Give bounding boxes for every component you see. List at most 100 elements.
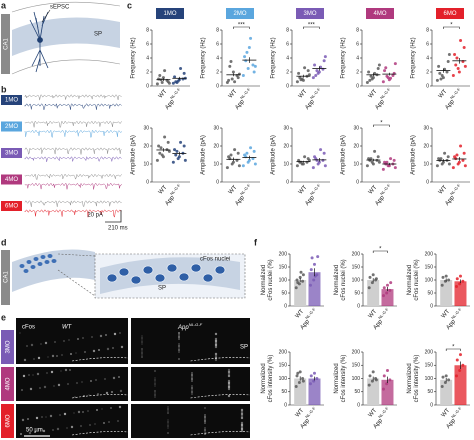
genotype-base: WT	[367, 308, 378, 319]
speckle	[167, 412, 169, 414]
speckle	[227, 379, 231, 383]
point	[373, 149, 377, 153]
y-tick-label: 100	[352, 376, 361, 382]
speckle	[96, 409, 98, 411]
point	[317, 160, 321, 164]
point	[458, 274, 462, 278]
point	[444, 274, 448, 278]
point	[225, 166, 229, 170]
speckle	[227, 394, 231, 398]
speckle	[178, 358, 180, 360]
genotype-sup: NL-G-F	[239, 182, 252, 196]
speckle	[21, 389, 23, 391]
speckle	[91, 336, 93, 338]
speckle	[20, 433, 22, 435]
speckle	[77, 410, 81, 414]
point	[229, 153, 233, 157]
point	[369, 157, 373, 161]
point	[179, 140, 183, 144]
point	[160, 81, 164, 84]
point	[241, 74, 245, 77]
point	[463, 164, 467, 168]
point	[315, 158, 319, 162]
speckle	[67, 383, 69, 385]
speckle	[41, 416, 43, 418]
genotype-sup: NL-G-F	[169, 86, 182, 100]
point	[314, 74, 318, 77]
speckle	[80, 425, 82, 427]
trace	[24, 103, 122, 111]
significance-bracket	[233, 26, 250, 29]
point	[299, 270, 303, 274]
point	[182, 144, 186, 148]
speckle	[167, 421, 169, 423]
speckle	[227, 385, 231, 389]
speckle	[59, 414, 61, 416]
x-tick-label: AppNL-G-F	[372, 182, 394, 206]
x-tick-label: WT	[228, 184, 239, 195]
point	[368, 275, 372, 279]
point	[319, 65, 323, 69]
x-tick-label: WT	[367, 407, 378, 418]
speckle	[214, 337, 218, 341]
point	[323, 164, 327, 168]
speckle	[154, 381, 156, 383]
speckle	[94, 423, 96, 425]
point	[447, 278, 451, 282]
point	[381, 80, 385, 84]
point	[439, 77, 443, 81]
speckle	[49, 414, 53, 418]
point	[294, 384, 298, 388]
speckle	[154, 394, 156, 396]
point	[440, 384, 444, 388]
point	[455, 153, 459, 157]
y-tick-label: 100	[352, 277, 361, 283]
speckle	[61, 354, 63, 356]
speckle	[154, 390, 156, 392]
speckle	[178, 336, 180, 338]
point	[315, 377, 319, 380]
y-tick-label: 20	[423, 143, 429, 149]
point	[385, 369, 389, 373]
y-tick-label: 8	[426, 27, 429, 33]
point	[322, 59, 326, 63]
y-tick-label: 30	[423, 125, 429, 131]
genotype-sup: NL-G-F	[309, 86, 322, 100]
trace	[24, 94, 122, 101]
point	[323, 55, 327, 59]
point	[385, 291, 389, 295]
speckle	[167, 419, 169, 421]
bar	[440, 280, 453, 306]
y-tick-label: 2	[356, 69, 359, 75]
speckle	[44, 341, 48, 345]
point	[381, 387, 385, 391]
y-tick-label: 10	[213, 161, 219, 167]
point	[444, 374, 448, 378]
layer-label: SP	[240, 345, 248, 351]
significance: *	[379, 247, 382, 253]
speckle	[63, 340, 65, 342]
point	[157, 144, 161, 148]
age-label: 4MO	[373, 11, 386, 17]
point	[227, 78, 231, 82]
point	[231, 70, 235, 74]
trace	[24, 129, 122, 139]
y-tick-label: 6	[216, 41, 219, 47]
genotype-base: App	[164, 98, 176, 111]
speckle	[53, 385, 55, 387]
y-tick-label: 200	[279, 349, 288, 355]
speckle	[214, 358, 218, 362]
point	[376, 67, 380, 70]
genotype-base: App	[374, 194, 386, 207]
y-tick-label: 50	[354, 389, 360, 395]
speckle	[74, 396, 76, 398]
point	[295, 80, 299, 84]
speckle	[56, 355, 58, 357]
y-tick-label: 30	[213, 125, 219, 131]
y-tick-label: 8	[286, 27, 289, 33]
sp-band	[12, 249, 95, 292]
y-axis-label: cFos intensity (%)	[414, 355, 420, 403]
